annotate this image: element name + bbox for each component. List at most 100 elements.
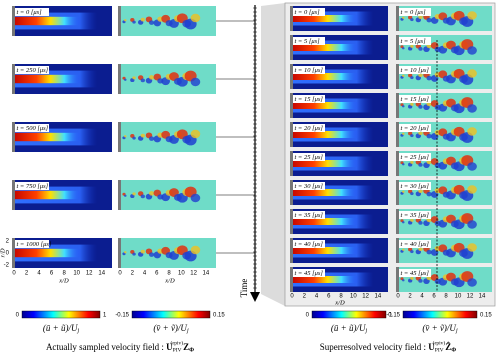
x-axis-label: x/D bbox=[58, 277, 69, 284]
v-blob bbox=[124, 194, 127, 197]
u-core bbox=[290, 131, 359, 138]
nozzle bbox=[290, 209, 293, 234]
u-core bbox=[12, 74, 82, 84]
time-label-box bbox=[15, 124, 49, 132]
x-tick-label: 12 bbox=[190, 271, 197, 277]
v-blob bbox=[467, 162, 477, 171]
v-blob bbox=[467, 104, 477, 113]
x-tick-label: 2 bbox=[25, 271, 29, 277]
time-label-box bbox=[293, 124, 325, 132]
x-axis-label: x/D bbox=[164, 277, 175, 284]
u-core bbox=[290, 102, 359, 109]
time-label-box bbox=[399, 240, 431, 248]
x-tick-label: 6 bbox=[50, 271, 54, 277]
u-core bbox=[290, 189, 359, 196]
caption-factor-sub: Φ bbox=[451, 348, 456, 354]
nozzle bbox=[396, 151, 399, 176]
nozzle bbox=[12, 6, 15, 36]
v-blob bbox=[140, 249, 145, 254]
v-blob bbox=[410, 276, 414, 280]
v-blob bbox=[124, 251, 127, 254]
v-blob bbox=[410, 250, 414, 254]
v-blob bbox=[426, 133, 432, 139]
caption-symbol: U bbox=[428, 342, 435, 352]
x-tick-label: 12 bbox=[362, 294, 369, 300]
time-label: t = 30 [μs] bbox=[295, 183, 324, 190]
time-label-box bbox=[399, 66, 431, 74]
nozzle bbox=[118, 64, 121, 94]
v-blob bbox=[148, 20, 155, 25]
nozzle bbox=[396, 93, 399, 118]
caption-symbol: U bbox=[166, 342, 173, 352]
v-blob bbox=[410, 134, 414, 138]
x-tick-label: 8 bbox=[62, 271, 66, 277]
nozzle bbox=[12, 180, 15, 210]
time-label: t = 500 [μs] bbox=[17, 125, 49, 132]
nozzle bbox=[290, 267, 293, 292]
time-label: t = 40 [μs] bbox=[401, 241, 430, 248]
time-label: t = 10 [μs] bbox=[401, 67, 430, 74]
caption-factor: Ẑ bbox=[445, 342, 451, 352]
u-core bbox=[290, 15, 359, 22]
nozzle bbox=[290, 180, 293, 205]
v-blob bbox=[402, 279, 405, 282]
v-blob bbox=[402, 190, 405, 193]
v-blob bbox=[402, 74, 405, 77]
u-core bbox=[290, 247, 359, 254]
colorbar-label-sub: j bbox=[186, 328, 189, 334]
x-tick-label: 4 bbox=[420, 294, 424, 300]
v-blob bbox=[124, 78, 127, 81]
time-label-box bbox=[399, 124, 431, 132]
y-tick-label: 2 bbox=[6, 239, 10, 245]
zoom-wedge bbox=[261, 3, 285, 306]
v-blob bbox=[190, 77, 201, 87]
x-tick-label: 6 bbox=[327, 294, 331, 300]
caption-factor-sub: Φ bbox=[189, 348, 194, 354]
v-blob bbox=[410, 160, 414, 164]
colorbar-max: 1 bbox=[103, 313, 107, 319]
v-blob bbox=[190, 129, 201, 139]
v-blob bbox=[410, 218, 414, 222]
nozzle bbox=[12, 122, 15, 152]
v-blob bbox=[140, 194, 145, 199]
time-label: t = 750 [μs] bbox=[17, 183, 49, 190]
caption-factor: Z bbox=[183, 342, 189, 352]
u-core bbox=[12, 132, 82, 142]
time-label-box bbox=[399, 8, 431, 16]
time-label-box bbox=[399, 269, 431, 277]
x-tick-label: 10 bbox=[73, 271, 80, 277]
x-tick-label: 0 bbox=[396, 294, 400, 300]
colorbar-min: -0.15 bbox=[115, 313, 129, 319]
v-blob bbox=[426, 75, 432, 81]
v-blob bbox=[190, 193, 201, 203]
caption-sup: (rpiv) bbox=[433, 340, 446, 347]
colorbar-label-main: (ū + ũ)/U bbox=[43, 323, 78, 333]
time-label-box bbox=[15, 182, 49, 190]
nozzle bbox=[290, 35, 293, 60]
time-label: t = 10 [μs] bbox=[295, 67, 324, 74]
time-label-box bbox=[293, 211, 325, 219]
colorbar bbox=[21, 310, 101, 319]
v-blob bbox=[418, 189, 423, 194]
v-blob bbox=[140, 133, 145, 138]
nozzle bbox=[118, 122, 121, 152]
v-blob bbox=[410, 76, 414, 80]
timeline-label: Time bbox=[239, 279, 249, 298]
time-label-box bbox=[293, 269, 325, 277]
time-label: t = 5 [μs] bbox=[295, 38, 321, 45]
u-core bbox=[290, 218, 359, 225]
v-blob bbox=[418, 104, 423, 109]
time-label: t = 5 [μs] bbox=[401, 38, 427, 45]
x-tick-label: 0 bbox=[12, 271, 16, 277]
colorbar-max: 0.15 bbox=[480, 313, 492, 319]
nozzle bbox=[118, 6, 121, 36]
colorbar-max: 1 bbox=[389, 313, 393, 319]
v-blob bbox=[402, 248, 405, 251]
v-blob bbox=[418, 278, 423, 283]
time-label: t = 250 [μs] bbox=[17, 67, 49, 74]
colorbar bbox=[402, 310, 478, 319]
nozzle bbox=[396, 238, 399, 263]
v-blob bbox=[467, 11, 477, 20]
caption-sub: PIV bbox=[173, 348, 182, 354]
